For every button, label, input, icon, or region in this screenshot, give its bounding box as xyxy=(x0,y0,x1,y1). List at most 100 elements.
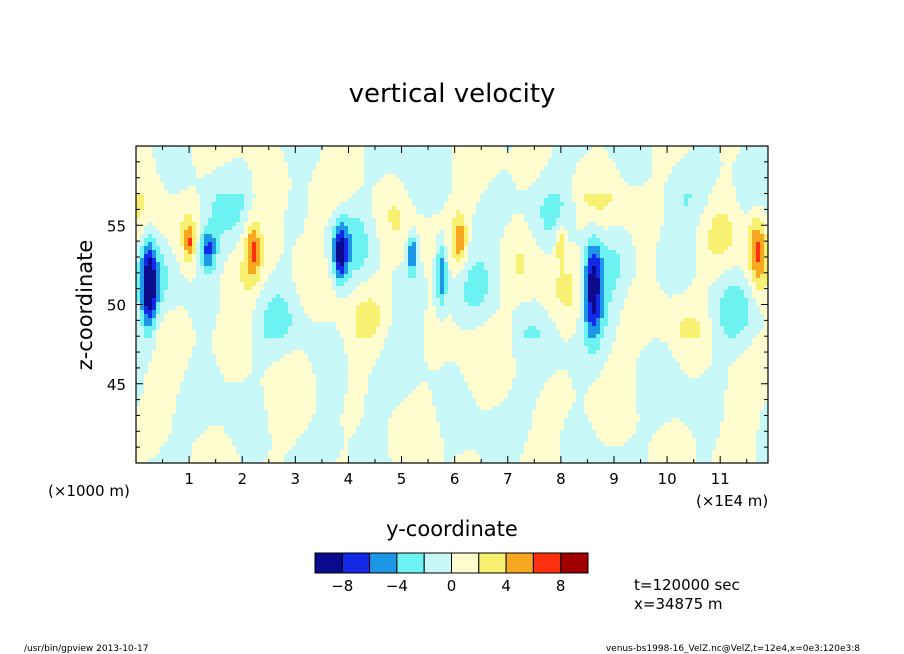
heatmap-cell xyxy=(380,266,384,270)
heatmap-cell xyxy=(376,262,380,266)
heatmap-cell xyxy=(144,170,148,174)
heatmap-cell xyxy=(304,246,308,250)
heatmap-cell xyxy=(348,338,352,342)
heatmap-cell xyxy=(280,250,284,254)
heatmap-cell xyxy=(316,382,320,386)
heatmap-cell xyxy=(324,322,328,326)
heatmap-cell xyxy=(356,166,360,170)
heatmap-cell xyxy=(220,418,224,422)
heatmap-cell xyxy=(348,426,352,430)
heatmap-cell xyxy=(324,378,328,382)
heatmap-cell xyxy=(236,350,240,354)
heatmap-cell xyxy=(356,362,360,366)
heatmap-cell xyxy=(328,146,332,150)
heatmap-cell xyxy=(308,266,312,270)
heatmap-cell xyxy=(200,178,204,182)
heatmap-cell xyxy=(380,198,384,202)
heatmap-cell xyxy=(324,146,328,150)
heatmap-cell xyxy=(380,182,384,186)
heatmap-cell xyxy=(160,330,164,334)
heatmap-cell xyxy=(360,250,364,254)
heatmap-cell xyxy=(364,182,368,186)
heatmap-cell xyxy=(288,294,292,298)
heatmap-cell xyxy=(164,386,168,390)
heatmap-cell xyxy=(280,326,284,330)
heatmap-cell xyxy=(300,346,304,350)
heatmap-cell xyxy=(204,170,208,174)
heatmap-cell xyxy=(236,290,240,294)
heatmap-cell xyxy=(208,294,212,298)
heatmap-cell xyxy=(184,186,188,190)
heatmap-cell xyxy=(288,246,292,250)
heatmap-cell xyxy=(200,358,204,362)
heatmap-cell xyxy=(172,214,176,218)
heatmap-cell xyxy=(252,326,256,330)
heatmap-cell xyxy=(280,410,284,414)
heatmap-cell xyxy=(192,350,196,354)
heatmap-cell xyxy=(372,230,376,234)
heatmap-cell xyxy=(152,186,156,190)
heatmap-cell xyxy=(336,322,340,326)
heatmap-cell xyxy=(136,418,140,422)
heatmap-cell xyxy=(340,434,344,438)
heatmap-cell xyxy=(372,178,376,182)
heatmap-cell xyxy=(368,394,372,398)
heatmap-cell xyxy=(372,154,376,158)
heatmap-cell xyxy=(272,442,276,446)
heatmap-cell xyxy=(272,330,276,334)
heatmap-cell xyxy=(216,202,220,206)
heatmap-cell xyxy=(360,190,364,194)
heatmap-cell xyxy=(212,434,216,438)
heatmap-cell xyxy=(328,334,332,338)
heatmap-cell xyxy=(188,346,192,350)
heatmap-cell xyxy=(380,434,384,438)
heatmap-cell xyxy=(308,226,312,230)
heatmap-cell xyxy=(316,218,320,222)
heatmap-cell xyxy=(328,406,332,410)
heatmap-cell xyxy=(284,250,288,254)
heatmap-cell xyxy=(284,338,288,342)
heatmap-cell xyxy=(200,438,204,442)
heatmap-cell xyxy=(204,326,208,330)
heatmap-cell xyxy=(276,238,280,242)
heatmap-cell xyxy=(212,206,216,210)
heatmap-cell xyxy=(372,186,376,190)
heatmap-cell xyxy=(352,330,356,334)
heatmap-cell xyxy=(356,298,360,302)
heatmap-cell xyxy=(144,350,148,354)
heatmap-cell xyxy=(288,270,292,274)
heatmap-cell xyxy=(144,286,148,290)
heatmap-cell xyxy=(232,402,236,406)
heatmap-cell xyxy=(356,274,360,278)
heatmap-cell xyxy=(308,330,312,334)
heatmap-cell xyxy=(352,202,356,206)
heatmap-cell xyxy=(148,414,152,418)
heatmap-cell xyxy=(256,306,260,310)
heatmap-cell xyxy=(244,262,248,266)
heatmap-cell xyxy=(360,314,364,318)
heatmap-cell xyxy=(160,214,164,218)
heatmap-cell xyxy=(176,326,180,330)
heatmap-cell xyxy=(264,458,268,462)
heatmap-cell xyxy=(232,438,236,442)
heatmap-cell xyxy=(324,206,328,210)
heatmap-cell xyxy=(160,354,164,358)
heatmap-cell xyxy=(212,294,216,298)
heatmap-cell xyxy=(224,234,228,238)
heatmap-cell xyxy=(312,374,316,378)
heatmap-cell xyxy=(196,166,200,170)
heatmap-cell xyxy=(316,390,320,394)
heatmap-cell xyxy=(168,342,172,346)
heatmap-cell xyxy=(156,210,160,214)
heatmap-cell xyxy=(248,218,252,222)
heatmap-cell xyxy=(184,454,188,458)
heatmap-cell xyxy=(380,146,384,150)
heatmap-cell xyxy=(316,334,320,338)
heatmap-cell xyxy=(184,202,188,206)
heatmap-cell xyxy=(184,438,188,442)
heatmap-cell xyxy=(316,458,320,462)
heatmap-cell xyxy=(280,286,284,290)
heatmap-cell xyxy=(344,346,348,350)
heatmap-cell xyxy=(312,430,316,434)
heatmap-cell xyxy=(380,322,384,326)
